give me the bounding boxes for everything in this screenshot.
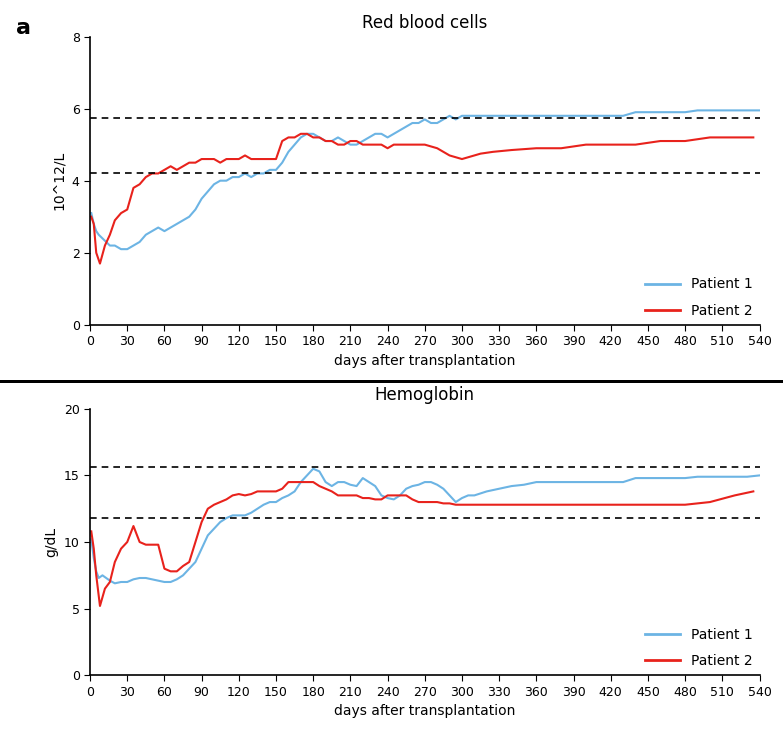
- Title: Hemoglobin: Hemoglobin: [375, 386, 474, 404]
- Legend: Patient 1, Patient 2: Patient 1, Patient 2: [645, 277, 752, 318]
- X-axis label: days after transplantation: days after transplantation: [334, 704, 515, 718]
- Legend: Patient 1, Patient 2: Patient 1, Patient 2: [645, 628, 752, 668]
- Y-axis label: 10^12/L: 10^12/L: [52, 151, 66, 210]
- Title: Red blood cells: Red blood cells: [362, 14, 488, 32]
- Text: b: b: [16, 383, 31, 403]
- Y-axis label: g/dL: g/dL: [44, 527, 58, 557]
- Text: a: a: [16, 18, 31, 38]
- X-axis label: days after transplantation: days after transplantation: [334, 354, 515, 368]
